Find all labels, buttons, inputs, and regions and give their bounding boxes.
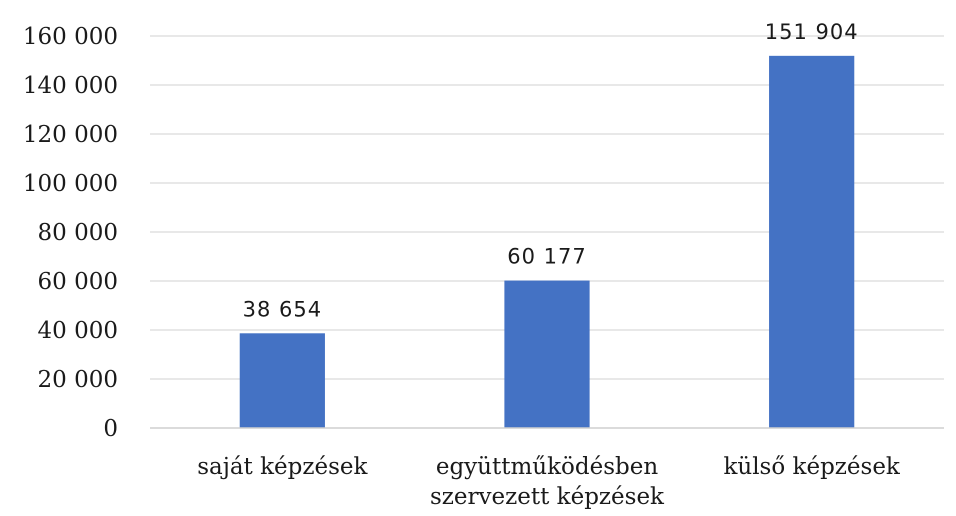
bar bbox=[239, 333, 325, 428]
y-tick-label: 0 bbox=[103, 416, 118, 442]
category-label-line: saját képzések bbox=[197, 454, 368, 480]
y-tick-label: 120 000 bbox=[23, 122, 118, 148]
category-label: külső képzések bbox=[723, 454, 900, 480]
y-tick-label: 20 000 bbox=[38, 367, 118, 393]
category-label: együttműködésben szervezett képzések bbox=[430, 454, 665, 510]
category-label-line: külső képzések bbox=[723, 454, 900, 480]
data-label: 151 904 bbox=[765, 20, 859, 44]
y-tick-label: 40 000 bbox=[38, 318, 118, 344]
data-labels: 38 654 60 177 151 904 bbox=[243, 20, 859, 321]
bars bbox=[239, 55, 855, 428]
category-label: saját képzések bbox=[197, 454, 368, 480]
bar bbox=[504, 280, 590, 428]
category-label-line: együttműködésben bbox=[436, 454, 659, 480]
y-tick-label: 60 000 bbox=[38, 269, 118, 295]
y-axis-tick-labels: 0 20 000 40 000 60 000 80 000 100 000 120 000 1… bbox=[23, 24, 118, 442]
data-label: 60 177 bbox=[507, 245, 586, 269]
data-label: 38 654 bbox=[243, 297, 322, 321]
y-tick-label: 80 000 bbox=[38, 220, 118, 246]
bar bbox=[769, 55, 855, 428]
y-tick-label: 140 000 bbox=[23, 73, 118, 99]
x-axis-category-labels: saját képzések együttműködésben szervezett… bbox=[197, 454, 901, 510]
category-label-line: szervezett képzések bbox=[430, 484, 665, 510]
y-tick-label: 160 000 bbox=[23, 24, 118, 50]
y-tick-label: 100 000 bbox=[23, 171, 118, 197]
